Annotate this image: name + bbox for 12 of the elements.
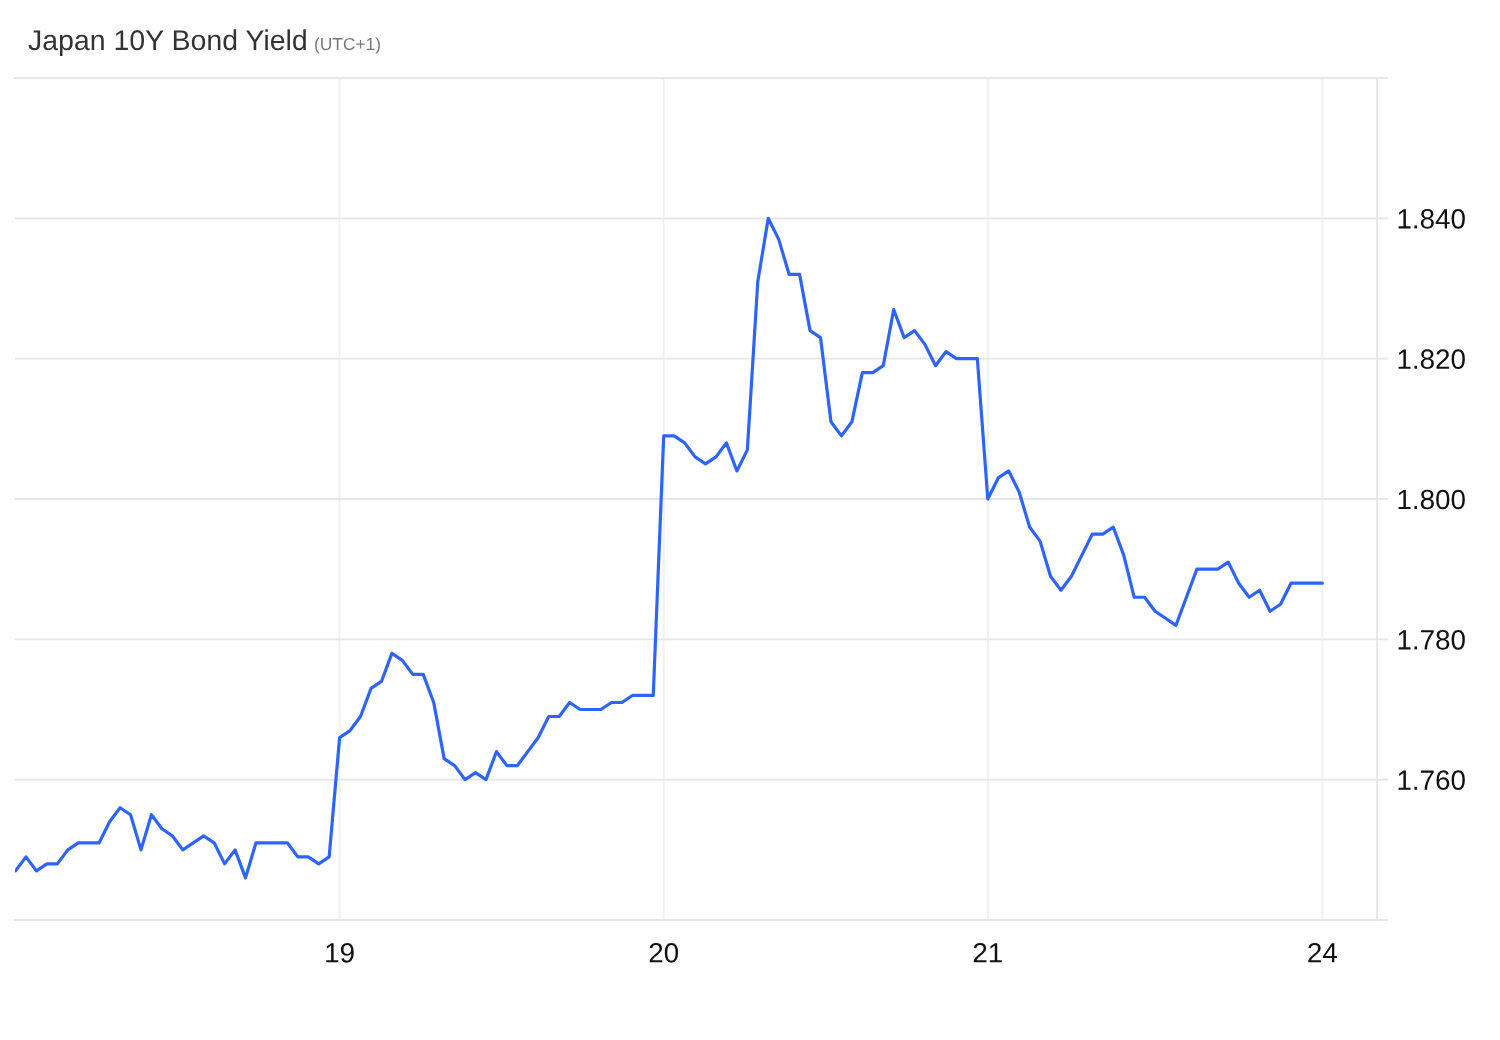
- line-series: [15, 216, 1324, 880]
- y-tick-label: 1.840: [1398, 209, 1465, 229]
- y-tick-label: 1.820: [1398, 349, 1465, 370]
- chart-title: Japan 10Y Bond Yield: [28, 29, 306, 56]
- y-tick-label: 1.780: [1398, 630, 1465, 650]
- y-tick-label: 1.800: [1398, 489, 1465, 510]
- y-tick-label: 1.760: [1398, 770, 1465, 791]
- x-tick-label: 24: [1308, 942, 1337, 963]
- x-tick-label: 19: [326, 942, 354, 963]
- x-tick-label: 21: [973, 942, 1002, 963]
- chart-subtitle: (UTC+1): [315, 37, 380, 54]
- x-tick-label: 20: [649, 942, 679, 963]
